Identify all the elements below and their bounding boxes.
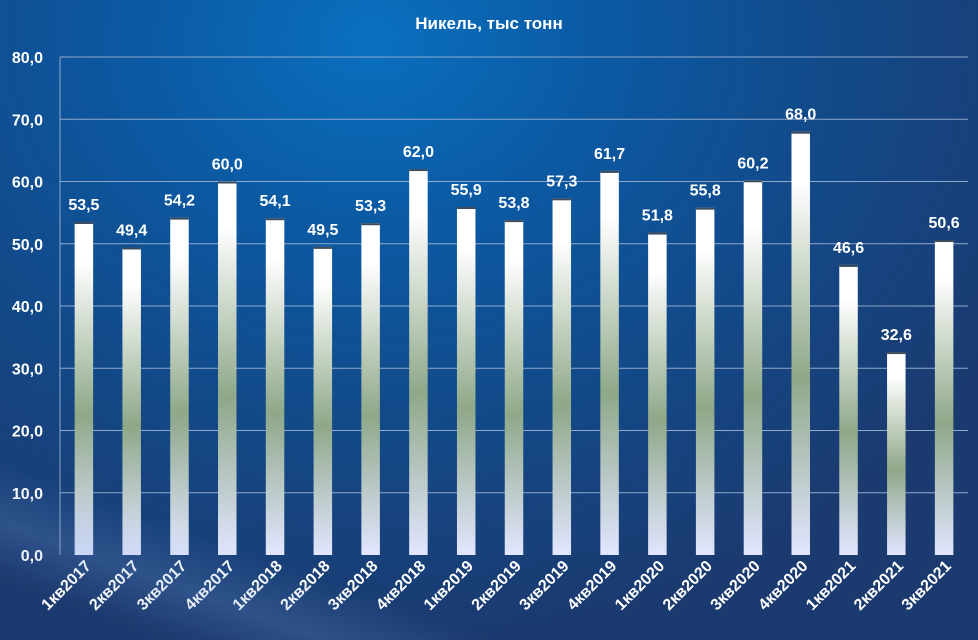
data-label: 54,2	[164, 193, 195, 210]
y-tick-label: 0,0	[21, 548, 43, 565]
bar-top-edge	[313, 246, 333, 249]
bar	[791, 131, 810, 555]
data-label: 32,6	[881, 327, 912, 344]
data-label: 49,5	[307, 222, 338, 239]
bar-top-edge	[695, 207, 715, 210]
data-label: 68,0	[785, 107, 816, 124]
bar	[743, 180, 763, 555]
data-label: 54,1	[259, 193, 290, 210]
y-tick-label: 20,0	[12, 424, 43, 441]
chart-title: Никель, тыс тонн	[415, 14, 563, 33]
y-tick-label: 40,0	[12, 299, 43, 316]
x-tick-label: 4кв2020	[755, 558, 811, 614]
bar	[648, 232, 667, 556]
bar	[218, 181, 237, 555]
data-labels: 53,5 49,4 54,2 60,0 54,1 49,5 53,3 62,0 55,9 53,8…	[68, 107, 959, 344]
data-label: 60,2	[737, 155, 768, 172]
bar	[74, 221, 94, 555]
bar-top-edge	[600, 170, 619, 173]
y-tick-label: 70,0	[12, 112, 43, 129]
bar-top-edge	[265, 218, 285, 221]
data-label: 49,4	[116, 222, 147, 239]
data-label: 61,7	[594, 146, 625, 163]
x-tick-label: 3кв2021	[899, 558, 955, 614]
x-tick-label: 3кв2019	[517, 558, 573, 614]
y-tick-label: 80,0	[12, 50, 43, 67]
bar-top-edge	[934, 240, 954, 243]
bar-top-edge	[887, 352, 906, 355]
data-label: 62,0	[403, 144, 434, 161]
x-tick-label: 1кв2020	[612, 558, 668, 614]
data-label: 55,8	[690, 183, 721, 200]
bar-top-edge	[456, 207, 476, 210]
data-label: 46,6	[833, 240, 864, 257]
bar	[265, 218, 285, 556]
bar	[456, 207, 476, 555]
bar-top-edge	[409, 169, 428, 172]
bar-top-edge	[361, 223, 380, 226]
bar	[695, 207, 715, 555]
bar	[409, 169, 428, 556]
x-tick-label: 1кв2018	[230, 558, 286, 614]
x-tick-label: 4кв2017	[182, 558, 238, 614]
x-tick-label: 1кв2019	[421, 558, 477, 614]
bar	[361, 223, 380, 555]
y-tick-label: 10,0	[12, 486, 43, 503]
x-tick-label: 4кв2018	[373, 558, 429, 614]
bar-top-edge	[552, 198, 572, 201]
bar-top-edge	[74, 221, 94, 224]
data-label: 53,3	[355, 198, 386, 215]
bar-top-edge	[839, 264, 858, 267]
bar-top-edge	[791, 131, 810, 134]
x-tick-label: 2кв2020	[660, 558, 716, 614]
data-label: 55,9	[451, 182, 482, 199]
x-tick-label: 1кв2017	[39, 558, 95, 614]
x-tick-label: 2кв2017	[86, 558, 142, 614]
bar	[839, 264, 858, 555]
y-tick-label: 50,0	[12, 237, 43, 254]
data-label: 53,8	[498, 195, 529, 212]
bar-top-edge	[743, 180, 763, 183]
x-axis-tick-labels: 1кв20172кв20173кв20174кв20171кв20182кв20…	[39, 558, 955, 614]
x-tick-label: 3кв2018	[325, 558, 381, 614]
bar	[552, 198, 572, 555]
bar-top-edge	[504, 220, 524, 223]
y-axis-tick-labels: 0,0 10,0 20,0 30,0 40,0 50,0 60,0 70,0 80,0	[12, 50, 43, 565]
bar	[887, 352, 906, 555]
data-label: 57,3	[546, 173, 577, 190]
x-tick-label: 3кв2017	[134, 558, 190, 614]
bar	[122, 247, 141, 556]
bar	[934, 240, 954, 555]
data-label: 53,5	[68, 197, 99, 214]
x-tick-label: 1кв2021	[803, 558, 859, 614]
bar	[170, 217, 189, 556]
data-label: 60,0	[212, 157, 243, 174]
bar-top-edge	[648, 232, 667, 235]
data-label: 51,8	[642, 208, 673, 225]
x-tick-label: 2кв2018	[278, 558, 334, 614]
x-tick-label: 2кв2019	[469, 558, 525, 614]
x-tick-label: 4кв2019	[564, 558, 620, 614]
x-tick-label: 3кв2020	[708, 558, 764, 614]
bar	[313, 246, 333, 556]
bars	[74, 131, 954, 556]
data-label: 50,6	[929, 215, 960, 232]
bar	[504, 220, 524, 555]
bar	[600, 170, 619, 556]
bar-top-edge	[218, 181, 237, 184]
bar-top-edge	[170, 217, 189, 220]
y-tick-label: 30,0	[12, 361, 43, 378]
bar-top-edge	[122, 247, 141, 250]
y-tick-label: 60,0	[12, 175, 43, 192]
x-tick-label: 2кв2021	[851, 558, 907, 614]
